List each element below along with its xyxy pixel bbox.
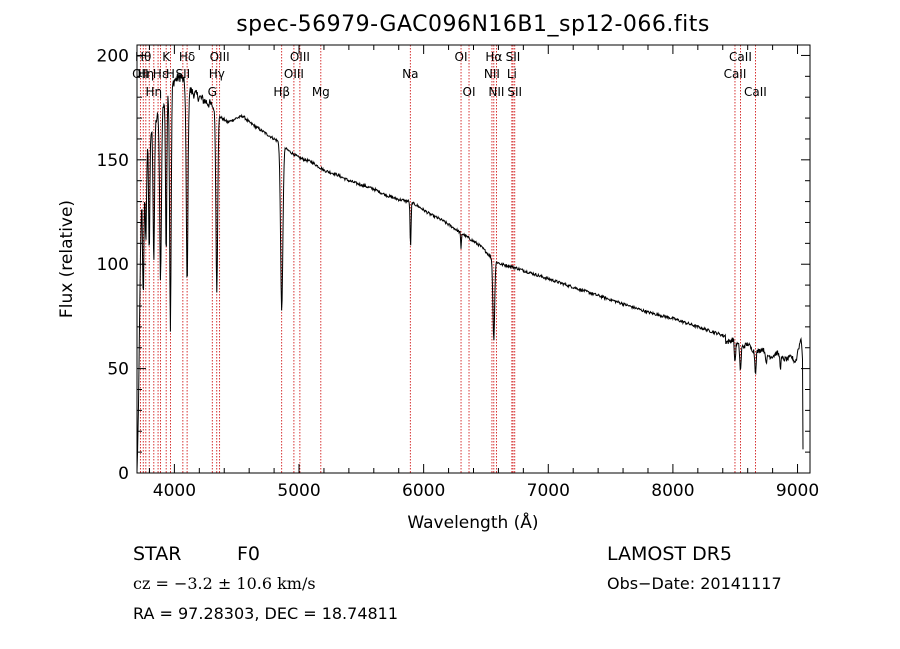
x-tick-label: 7000 — [527, 481, 570, 501]
line-label: Hγ — [209, 67, 225, 81]
x-tick-label: 9000 — [776, 481, 819, 501]
x-tick-label: 4000 — [153, 481, 196, 501]
line-label: CaII — [724, 67, 747, 81]
line-label: Hε — [153, 67, 169, 81]
line-label: Li — [507, 67, 517, 81]
x-axis: 4000 5000 6000 7000 8000 9000 — [148, 45, 819, 501]
line-label: OI — [463, 85, 476, 99]
coordinates: RA = 97.28303, DEC = 18.74811 — [133, 604, 398, 623]
spectral-class: STAR — [133, 543, 181, 565]
line-label: NII — [484, 67, 500, 81]
line-label: SII — [506, 50, 521, 64]
line-label: OIII — [284, 67, 304, 81]
line-markers — [139, 45, 756, 473]
line-label: OIII — [210, 50, 230, 64]
line-label: Hδ — [179, 50, 195, 64]
line-label: Hη — [138, 67, 155, 81]
y-tick-label: 100 — [97, 255, 129, 275]
y-tick-label: 200 — [97, 46, 129, 66]
redshift-velocity: cz = −3.2 ± 10.6 km/s — [133, 574, 316, 593]
survey-name: LAMOST DR5 — [607, 543, 732, 565]
line-label: Na — [402, 67, 418, 81]
line-label: NII — [488, 85, 504, 99]
line-label: CaII — [729, 50, 752, 64]
line-label: OII — [132, 67, 149, 81]
line-label: Hη — [146, 85, 163, 99]
line-label: OIII — [290, 50, 310, 64]
observation-date: Obs−Date: 20141117 — [607, 574, 782, 593]
y-tick-label: 50 — [107, 360, 129, 380]
y-tick-label: 150 — [97, 151, 129, 171]
line-label: H — [166, 67, 175, 81]
line-label: K — [162, 50, 171, 64]
x-tick-label: 8000 — [651, 481, 694, 501]
y-axis-label: Flux (relative) — [57, 200, 77, 318]
line-label: CaII — [744, 85, 767, 99]
chart-title: spec-56979-GAC096N16B1_sp12-066.fits — [236, 12, 710, 37]
line-label: Hα — [485, 50, 502, 64]
line-label: SII — [507, 85, 522, 99]
plot-frame — [136, 44, 811, 474]
line-label: Hθ — [135, 50, 151, 64]
line-labels: OIIHθHηHηHεKHHδSIIGHγOIIIHβOIIIOIIIMgNaO… — [132, 50, 767, 99]
spectrum-line — [136, 73, 804, 472]
line-label: Hβ — [273, 85, 290, 99]
x-tick-label: 6000 — [402, 481, 445, 501]
line-label: G — [208, 85, 217, 99]
y-tick-label: 0 — [118, 464, 129, 484]
spectral-subclass: F0 — [237, 543, 260, 565]
y-axis: 0 50 100 150 200 — [97, 46, 810, 484]
line-label: OI — [455, 50, 468, 64]
line-label: Mg — [312, 85, 330, 99]
x-tick-label: 5000 — [277, 481, 320, 501]
x-axis-label: Wavelength (Å) — [407, 511, 538, 533]
